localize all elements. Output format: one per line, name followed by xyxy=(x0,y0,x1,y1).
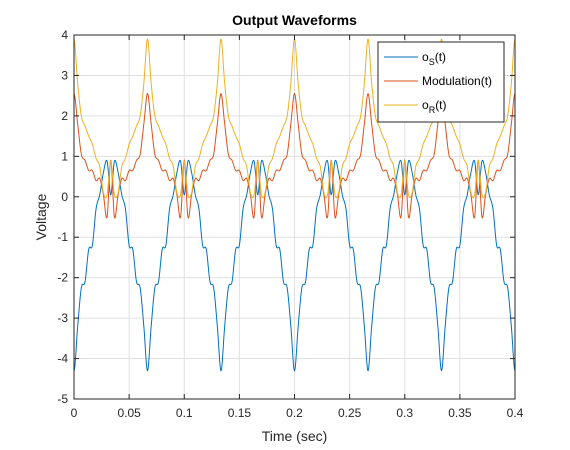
legend: oS(t) Modulation(t) oR(t) xyxy=(377,41,505,123)
x-tick-label: 0 xyxy=(71,406,78,420)
legend-label: oS(t) xyxy=(422,50,446,67)
x-tick-label: 0.25 xyxy=(338,406,362,420)
y-tick-label: 4 xyxy=(61,28,68,42)
y-tick-label: -1 xyxy=(57,230,68,244)
x-tick-labels: 0 0.05 0.1 0.15 0.2 0.25 0.3 0.35 0.4 xyxy=(71,406,524,420)
x-tick-label: 0.3 xyxy=(396,406,413,420)
chart-title: Output Waveforms xyxy=(232,12,357,28)
x-tick-label: 0.2 xyxy=(286,406,303,420)
x-axis-label: Time (sec) xyxy=(262,428,328,444)
y-tick-label: 1 xyxy=(61,149,68,163)
y-tick-label: 2 xyxy=(61,109,68,123)
x-tick-label: 0.05 xyxy=(117,406,141,420)
y-tick-label: -2 xyxy=(57,271,68,285)
y-tick-labels: -5 -4 -3 -2 -1 0 1 2 3 4 xyxy=(57,28,68,406)
y-tick-label: 0 xyxy=(61,190,68,204)
legend-label: Modulation(t) xyxy=(422,74,492,88)
x-tick-label: 0.15 xyxy=(228,406,252,420)
y-axis-label: Voltage xyxy=(33,193,49,240)
series-line-0 xyxy=(73,159,516,372)
x-tick-label: 0.4 xyxy=(507,406,524,420)
y-tick-label: -5 xyxy=(57,392,68,406)
y-tick-label: -3 xyxy=(57,311,68,325)
legend-box xyxy=(377,41,505,123)
y-tick-label: 3 xyxy=(61,68,68,82)
x-tick-label: 0.1 xyxy=(176,406,193,420)
ticks xyxy=(73,34,516,400)
x-tick-label: 0.35 xyxy=(448,406,472,420)
legend-label: oR(t) xyxy=(422,98,447,115)
y-tick-label: -4 xyxy=(57,352,68,366)
